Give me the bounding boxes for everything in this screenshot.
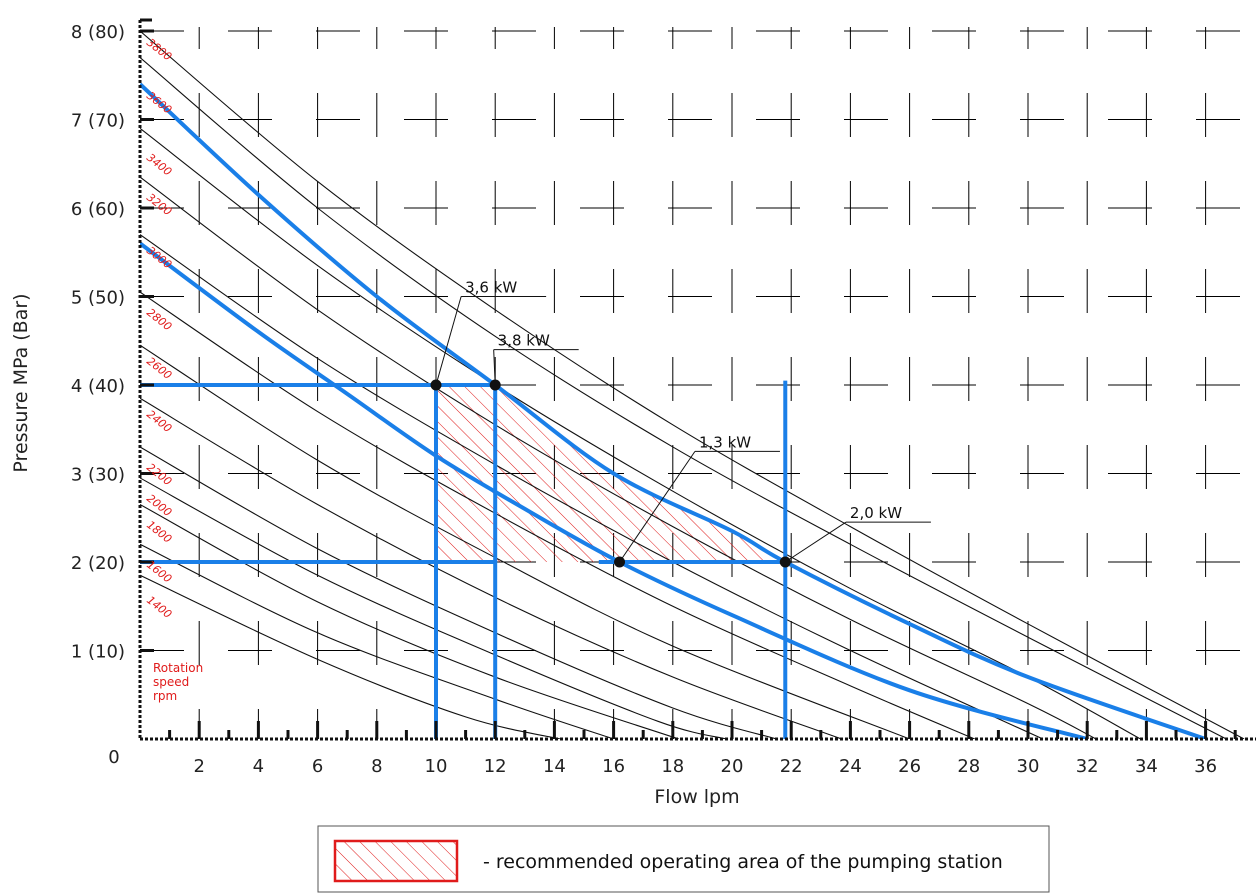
operating-point bbox=[779, 556, 791, 568]
rpm-label-1400: 1400 bbox=[144, 594, 174, 621]
x-tick-label: 22 bbox=[780, 756, 803, 777]
rpm-note-line: rpm bbox=[153, 689, 177, 703]
rpm-label-2600: 2600 bbox=[144, 355, 174, 382]
rpm-label-2400: 2400 bbox=[144, 408, 174, 435]
x-tick-label: 24 bbox=[839, 756, 862, 777]
power-curves bbox=[140, 82, 1207, 739]
x-axis-title: Flow lpm bbox=[654, 786, 739, 808]
x-tick-label: 34 bbox=[1135, 756, 1158, 777]
power-label: 3,6 kW bbox=[465, 279, 517, 297]
x-tick-label: 26 bbox=[898, 756, 921, 777]
rpm-curve-1400 bbox=[140, 574, 561, 739]
y-tick-label: 6 (60) bbox=[71, 199, 125, 220]
y-tick-label: 1 (10) bbox=[71, 642, 125, 663]
x-tick-label: 8 bbox=[371, 756, 382, 777]
rpm-label-3200: 3200 bbox=[144, 191, 174, 218]
rpm-curve-1800 bbox=[140, 503, 679, 739]
power-label: 1,3 kW bbox=[699, 433, 751, 451]
x-tick-label: 12 bbox=[484, 756, 507, 777]
leader-line bbox=[493, 349, 496, 386]
y-tick-label: 2 (20) bbox=[71, 553, 125, 574]
leader-line bbox=[435, 296, 462, 386]
rpm-label-3400: 3400 bbox=[144, 151, 174, 178]
rpm-curve-1600 bbox=[140, 543, 614, 739]
power-curve bbox=[140, 241, 1088, 739]
x-tick-label: 28 bbox=[957, 756, 980, 777]
x-tick-label: 2 bbox=[193, 756, 204, 777]
leader-line bbox=[785, 521, 847, 563]
labels: 2 4 6 8 10 12 14 16 18 20 22 24 26 28 30 32 34 361 (10)2 … bbox=[71, 22, 1217, 777]
legend: - recommended operating area of the pump… bbox=[317, 825, 1050, 893]
x-tick-label: 20 bbox=[721, 756, 744, 777]
origin-label: 0 bbox=[108, 747, 119, 768]
power-label: 3,8 kW bbox=[498, 332, 550, 350]
y-tick-label: 4 (40) bbox=[71, 376, 125, 397]
leader-line bbox=[619, 451, 696, 563]
rpm-label-2800: 2800 bbox=[144, 306, 174, 333]
operating-point bbox=[489, 379, 501, 391]
x-tick-label: 18 bbox=[661, 756, 684, 777]
y-tick-label: 5 (50) bbox=[71, 288, 125, 309]
y-tick-label: 7 (70) bbox=[71, 111, 125, 132]
rpm-label-1800: 1800 bbox=[144, 518, 174, 545]
power-label: 2,0 kW bbox=[850, 504, 902, 522]
operating-point bbox=[614, 556, 626, 568]
rpm-note-line: Rotation bbox=[153, 661, 203, 675]
x-tick-label: 16 bbox=[602, 756, 625, 777]
rpm-curve-3200 bbox=[140, 176, 1097, 739]
rpm-curve-2200 bbox=[140, 446, 777, 739]
rpm-curves bbox=[140, 30, 1245, 739]
x-tick-label: 6 bbox=[312, 756, 323, 777]
y-tick-label: 3 (30) bbox=[71, 465, 125, 486]
x-tick-label: 10 bbox=[425, 756, 448, 777]
y-tick-label: 8 (80) bbox=[71, 22, 125, 43]
rpm-label-3800: 3800 bbox=[144, 36, 174, 63]
operating-point bbox=[430, 379, 442, 391]
axes bbox=[138, 18, 1256, 741]
x-tick-label: 32 bbox=[1076, 756, 1099, 777]
rpm-curve-3600 bbox=[140, 57, 1227, 739]
x-tick-label: 14 bbox=[543, 756, 566, 777]
legend-swatch bbox=[333, 839, 459, 883]
rpm-curve-3800 bbox=[140, 30, 1245, 739]
y-axis-title: Pressure MPa (Bar) bbox=[10, 293, 32, 472]
x-tick-label: 36 bbox=[1194, 756, 1217, 777]
legend-text: - recommended operating area of the pump… bbox=[483, 851, 1003, 873]
rpm-curve-2000 bbox=[140, 477, 727, 739]
rpm-curve-3000 bbox=[140, 234, 1044, 739]
rpm-note-line: speed bbox=[153, 675, 189, 689]
rpm-curve-2800 bbox=[140, 291, 975, 739]
x-tick-label: 30 bbox=[1017, 756, 1040, 777]
power-curve bbox=[140, 82, 1207, 739]
x-tick-label: 4 bbox=[253, 756, 264, 777]
